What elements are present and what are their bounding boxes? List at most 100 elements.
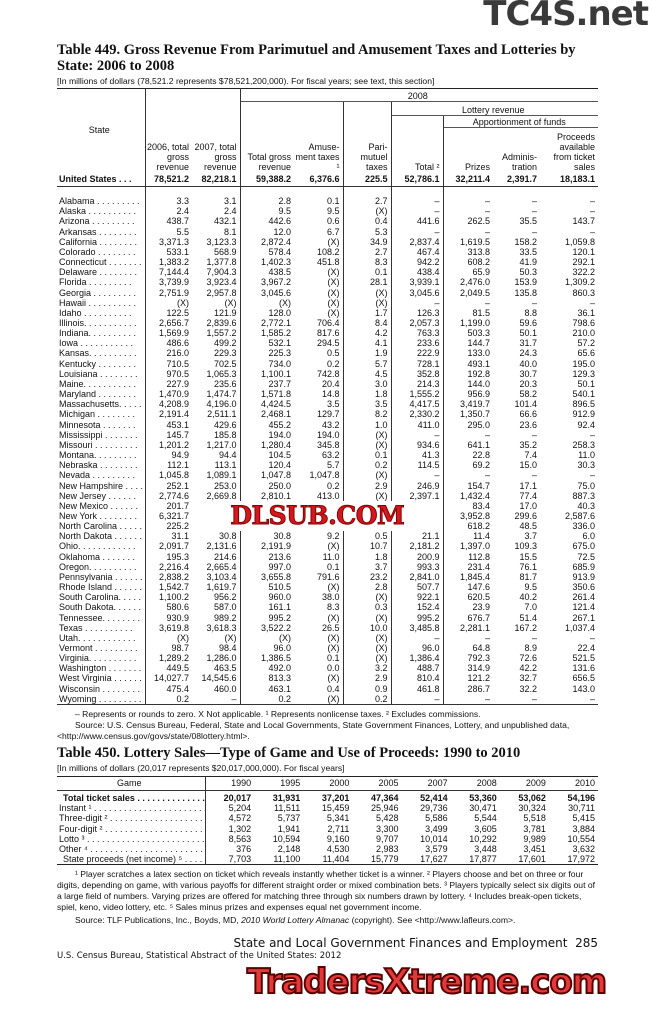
cell: 0.1 bbox=[294, 196, 344, 207]
cell: 493.1 bbox=[467, 358, 490, 369]
table-row: Pennsylvania . . . . . . 2,838.2 3,103.4 3,… bbox=[57, 571, 598, 583]
cell: 59,388.2 bbox=[240, 171, 294, 187]
cell: – bbox=[391, 429, 444, 440]
cell: 460.0 bbox=[192, 683, 241, 694]
state-name: Arkansas . . . . . . . . bbox=[57, 226, 146, 237]
cell: 1,037.4 bbox=[564, 622, 596, 633]
cell: 17,601 bbox=[518, 854, 546, 865]
cell: 52,786.1 bbox=[391, 171, 444, 187]
cell: – bbox=[531, 693, 537, 704]
state-name: North Dakota . . . . . . bbox=[57, 531, 146, 542]
cell: 30,324 bbox=[518, 803, 546, 814]
cell: 1,350.7 bbox=[459, 409, 490, 420]
state-name: Kansas. . . . . . . . . . bbox=[57, 348, 146, 359]
cell: (X) bbox=[192, 632, 241, 644]
header-parimutuel-taxes: Pari- mutuel taxes bbox=[343, 101, 392, 172]
cell: 540.1 bbox=[572, 389, 596, 400]
state-name: Mississippi . . . . . . . bbox=[57, 429, 146, 440]
header-apportionment: Apportionment of funds bbox=[443, 115, 599, 128]
table-row: Kansas. . . . . . . . . . 216.0 229.3 225.3… bbox=[57, 348, 598, 359]
cell: 128.0 bbox=[268, 307, 291, 318]
cell: 887.3 bbox=[572, 490, 596, 501]
cell: 8.3 bbox=[343, 257, 392, 268]
cell: 2,391.7 bbox=[493, 171, 540, 187]
cell: 997.0 bbox=[268, 561, 291, 572]
table-row: Utah. . . . . . . . . . . . (X) (X) (X) (X)(… bbox=[57, 632, 598, 644]
cell: 1,845.4 bbox=[459, 571, 490, 582]
cell: 1,059.8 bbox=[564, 236, 596, 247]
cell: (X) bbox=[343, 643, 392, 654]
table-row: California . . . . . . . . 3,371.3 3,123.3… bbox=[57, 236, 598, 247]
cell: 24.3 bbox=[519, 348, 537, 359]
cell: 3,884 bbox=[572, 823, 595, 834]
cell: 0.2 bbox=[343, 460, 392, 471]
cell: – bbox=[391, 297, 444, 308]
table-row: Michigan . . . . . . . . 2,191.4 2,511.1 2,… bbox=[57, 409, 598, 420]
cell: 2.9 bbox=[343, 673, 392, 684]
cell: 120.4 bbox=[268, 460, 291, 471]
header-state: State bbox=[57, 88, 146, 172]
cell: – bbox=[590, 470, 596, 481]
cell: 587.0 bbox=[192, 602, 241, 613]
cell: 22.4 bbox=[577, 643, 596, 654]
cell: 41.3 bbox=[391, 450, 444, 461]
state-name: Hawaii . . . . . . . . . . bbox=[57, 297, 146, 308]
cell: 3.1 bbox=[192, 196, 241, 207]
cell: 2.8 bbox=[278, 196, 291, 207]
cell: – bbox=[484, 297, 490, 308]
cell: (X) bbox=[343, 592, 392, 603]
state-name: New Mexico . . . . . . bbox=[57, 500, 146, 511]
table-row: Rhode Island . . . . . . 1,542.7 1,619.7 51… bbox=[57, 582, 598, 593]
state-name: Iowa . . . . . . . . . . . bbox=[57, 338, 146, 349]
cell: 728.1 bbox=[391, 358, 444, 369]
cell: 3,655.8 bbox=[260, 571, 291, 582]
table-row: Lotto ³ . . . . . . . . . . . . . . . . … bbox=[57, 833, 598, 844]
cell: – bbox=[391, 196, 444, 207]
cell: 23.9 bbox=[472, 602, 490, 613]
cell: 2,774.6 bbox=[158, 490, 189, 501]
cell: 113.1 bbox=[192, 460, 241, 471]
table-row: West Virginia . . . . . . 14,027.7 14,545.… bbox=[57, 673, 598, 684]
cell: 135.8 bbox=[514, 287, 537, 298]
cell: 2,839.6 bbox=[192, 318, 241, 329]
cell: 0.1 bbox=[343, 267, 392, 278]
cell: 36.1 bbox=[577, 307, 596, 318]
state-name: Nevada . . . . . . . . . bbox=[57, 470, 146, 481]
cell: (X) bbox=[294, 277, 344, 288]
cell: 3,632 bbox=[572, 843, 595, 854]
cell: (X) bbox=[343, 490, 392, 501]
cell: 3.5 bbox=[343, 399, 392, 410]
cell: 31,931 bbox=[272, 792, 301, 803]
cell: 10,292 bbox=[469, 833, 497, 844]
cell: – bbox=[590, 297, 596, 308]
cell: 6,376.6 bbox=[294, 171, 344, 187]
cell: 322.2 bbox=[572, 267, 596, 278]
source-prefix: Source: TLF Publications, Inc., Boyds, M… bbox=[75, 915, 242, 926]
cell: – bbox=[531, 429, 537, 440]
cell: 5.7 bbox=[343, 358, 392, 369]
cell: 0.4 bbox=[294, 683, 344, 694]
cell: 8.9 bbox=[524, 643, 537, 654]
cell: 4,572 bbox=[228, 813, 252, 824]
cell: 860.3 bbox=[572, 287, 596, 298]
cell: 6.7 bbox=[294, 226, 344, 237]
state-name: New York . . . . . . . . bbox=[57, 510, 146, 522]
cell: 17,877 bbox=[469, 854, 497, 865]
cell: 411.0 bbox=[391, 419, 444, 430]
cell: – bbox=[531, 470, 537, 481]
cell: (X) bbox=[294, 632, 344, 644]
game-name: Three-digit ² . . . . . . . . . . . . . … bbox=[57, 813, 206, 824]
cell: 2,057.3 bbox=[391, 318, 444, 329]
cell: 72.5 bbox=[577, 551, 596, 562]
cell: 83.4 bbox=[472, 500, 490, 511]
cell: 81.7 bbox=[519, 571, 537, 582]
cell: 2,191.4 bbox=[158, 409, 189, 420]
cell: 3,939.1 bbox=[391, 277, 444, 288]
cell: 143.7 bbox=[572, 216, 596, 227]
cell: 413.0 bbox=[294, 490, 344, 501]
table-row: Maine. . . . . . . . . . . 227.9 235.6 237.… bbox=[57, 378, 598, 390]
state-name: Oregon. . . . . . . . . . bbox=[57, 561, 146, 572]
state-name: South Dakota. . . . . . bbox=[57, 602, 146, 613]
cell: 438.7 bbox=[166, 216, 189, 227]
cell: 129.7 bbox=[294, 409, 344, 420]
